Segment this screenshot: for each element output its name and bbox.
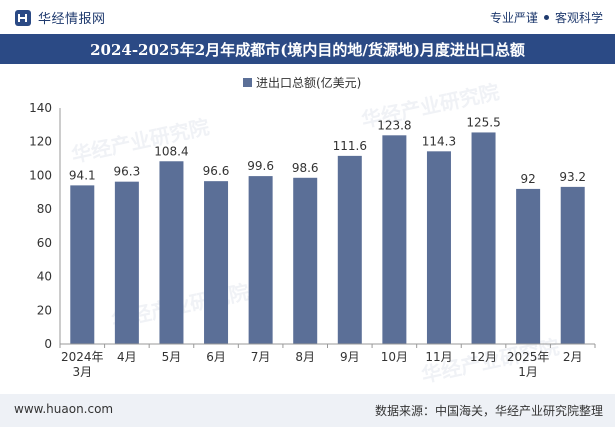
footer: www.huaon.com 数据来源：中国海关，华经产业研究院整理 xyxy=(0,394,615,427)
legend: 进出口总额(亿美元) xyxy=(243,75,361,90)
data-label: 96.6 xyxy=(203,164,230,178)
y-tick-label: 80 xyxy=(37,202,52,216)
x-tick-label: 2024年 3月 xyxy=(61,350,104,379)
bar xyxy=(70,185,95,344)
x-tick-label: 7月 xyxy=(251,350,271,364)
data-label: 123.8 xyxy=(377,118,411,132)
data-labels: 94.1 96.3 108.4 96.6 99.6 98.6 111.6 123.8 114.3… xyxy=(69,115,586,185)
data-label: 111.6 xyxy=(333,139,367,153)
data-label: 125.5 xyxy=(466,115,500,129)
x-tick-label: 6月 xyxy=(206,350,226,364)
data-label: 98.6 xyxy=(292,161,319,175)
bar xyxy=(516,188,541,344)
bar xyxy=(426,151,451,344)
x-tick-label: 9月 xyxy=(340,350,360,364)
bar-chart: 进出口总额(亿美元) 0 20 40 60 80 100 120 140 94.1 96.3 10… xyxy=(29,75,596,379)
y-tick-label: 20 xyxy=(37,303,52,317)
legend-swatch xyxy=(243,78,252,87)
y-tick-label: 100 xyxy=(29,168,52,182)
y-tick-label: 40 xyxy=(37,270,52,284)
tagline-left: 专业严谨 xyxy=(489,11,538,25)
x-tick-label: 2月 xyxy=(563,350,583,364)
bar xyxy=(337,155,362,344)
title-bar: 2024-2025年2月年成都市(境内目的地/货源地)月度进出口总额 xyxy=(0,34,615,64)
bar xyxy=(248,176,273,344)
x-tick-label: 10月 xyxy=(381,350,408,364)
x-tick-label: 5月 xyxy=(162,350,182,364)
data-label: 94.1 xyxy=(69,168,96,182)
data-label: 93.2 xyxy=(559,170,586,184)
tagline: 专业严谨 客观科学 xyxy=(490,9,603,26)
data-label: 114.3 xyxy=(422,134,456,148)
data-label: 92 xyxy=(520,172,535,186)
data-label: 108.4 xyxy=(154,144,188,158)
y-tick-label: 140 xyxy=(29,101,52,115)
bars xyxy=(70,132,585,344)
brand-name: 华经情报网 xyxy=(38,12,106,27)
bar xyxy=(382,135,407,344)
x-tick-label: 11月 xyxy=(425,350,452,364)
data-source: 数据来源：中国海关，华经产业研究院整理 xyxy=(374,404,603,418)
bar xyxy=(471,132,496,344)
x-tick-label: 12月 xyxy=(470,350,497,364)
y-axis: 0 20 40 60 80 100 120 140 xyxy=(29,101,61,351)
bar xyxy=(114,181,139,344)
legend-label: 进出口总额(亿美元) xyxy=(256,75,361,90)
dot-icon xyxy=(543,15,549,20)
site-link[interactable]: www.huaon.com xyxy=(14,402,114,416)
y-tick-label: 120 xyxy=(29,135,52,149)
bar xyxy=(159,161,184,344)
chart-title: 2024-2025年2月年成都市(境内目的地/货源地)月度进出口总额 xyxy=(90,40,525,59)
y-tick-label: 60 xyxy=(37,236,52,250)
bar xyxy=(204,181,229,344)
x-tick-label: 8月 xyxy=(295,350,315,364)
bar xyxy=(293,177,318,344)
y-tick-label: 0 xyxy=(44,337,52,351)
data-label: 96.3 xyxy=(114,165,141,179)
x-tick-label: 2025年 1月 xyxy=(507,350,550,379)
logo-icon xyxy=(15,9,31,26)
x-axis: 2024年 3月 4月 5月 6月 7月 8月 9月 10月 11月 12月 2025年 1月 2月 xyxy=(59,343,596,379)
bar xyxy=(560,186,585,344)
data-label: 99.6 xyxy=(247,159,274,173)
brand[interactable]: 华经情报网 xyxy=(14,8,106,27)
x-tick-label: 4月 xyxy=(117,350,137,364)
tagline-right: 客观科学 xyxy=(554,11,603,25)
top-bar: 华经情报网 专业严谨 客观科学 xyxy=(0,0,615,34)
